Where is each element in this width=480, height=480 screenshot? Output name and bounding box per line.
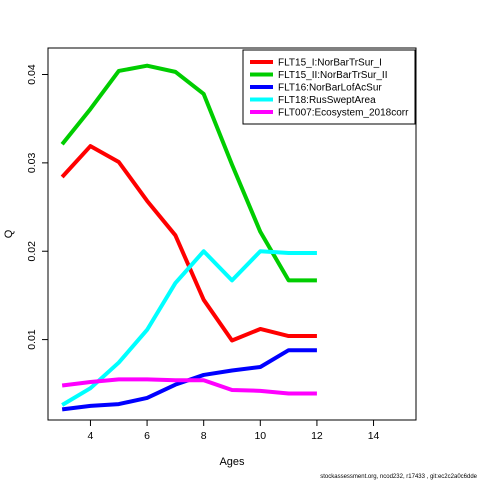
- series-line-3: [61, 249, 317, 407]
- x-tick-label: 8: [201, 430, 207, 442]
- series-line-1: [60, 63, 317, 283]
- plot-frame: [47, 47, 417, 421]
- x-tick-label: 10: [254, 430, 266, 442]
- x-tick-label: 4: [88, 430, 94, 442]
- y-axis-title: Q: [3, 229, 15, 238]
- axes: 4 6 8 10 12 14 0.01 0.02 0.03 0.04: [26, 64, 380, 442]
- series-lines: [60, 63, 317, 412]
- legend-label-2: FLT16:NorBarLofAcSur: [278, 83, 382, 94]
- y-tick-label: 0.03: [26, 152, 38, 173]
- series-line-4: [61, 377, 317, 396]
- legend-label-3: FLT18:RusSweptArea: [278, 95, 376, 106]
- legend-label-1: FLT15_II:NorBarTrSur_II: [278, 70, 387, 81]
- y-tick-label: 0.02: [26, 241, 38, 262]
- x-tick-label: 14: [368, 430, 380, 442]
- x-tick-label: 12: [311, 430, 323, 442]
- y-tick-label: 0.04: [26, 64, 38, 85]
- legend-label-0: FLT15_I:NorBarTrSur_I: [278, 58, 382, 69]
- series-line-0: [60, 144, 317, 343]
- x-tick-label: 6: [144, 430, 150, 442]
- legend-label-4: FLT007:Ecosystem_2018corr: [278, 108, 409, 119]
- legend: FLT15_I:NorBarTrSur_IFLT15_II:NorBarTrSu…: [242, 49, 416, 125]
- x-axis-title: Ages: [219, 456, 245, 468]
- y-tick-label: 0.01: [26, 329, 38, 350]
- footer-credit: stockassessment.org, ncod232, r17433 , g…: [320, 474, 477, 480]
